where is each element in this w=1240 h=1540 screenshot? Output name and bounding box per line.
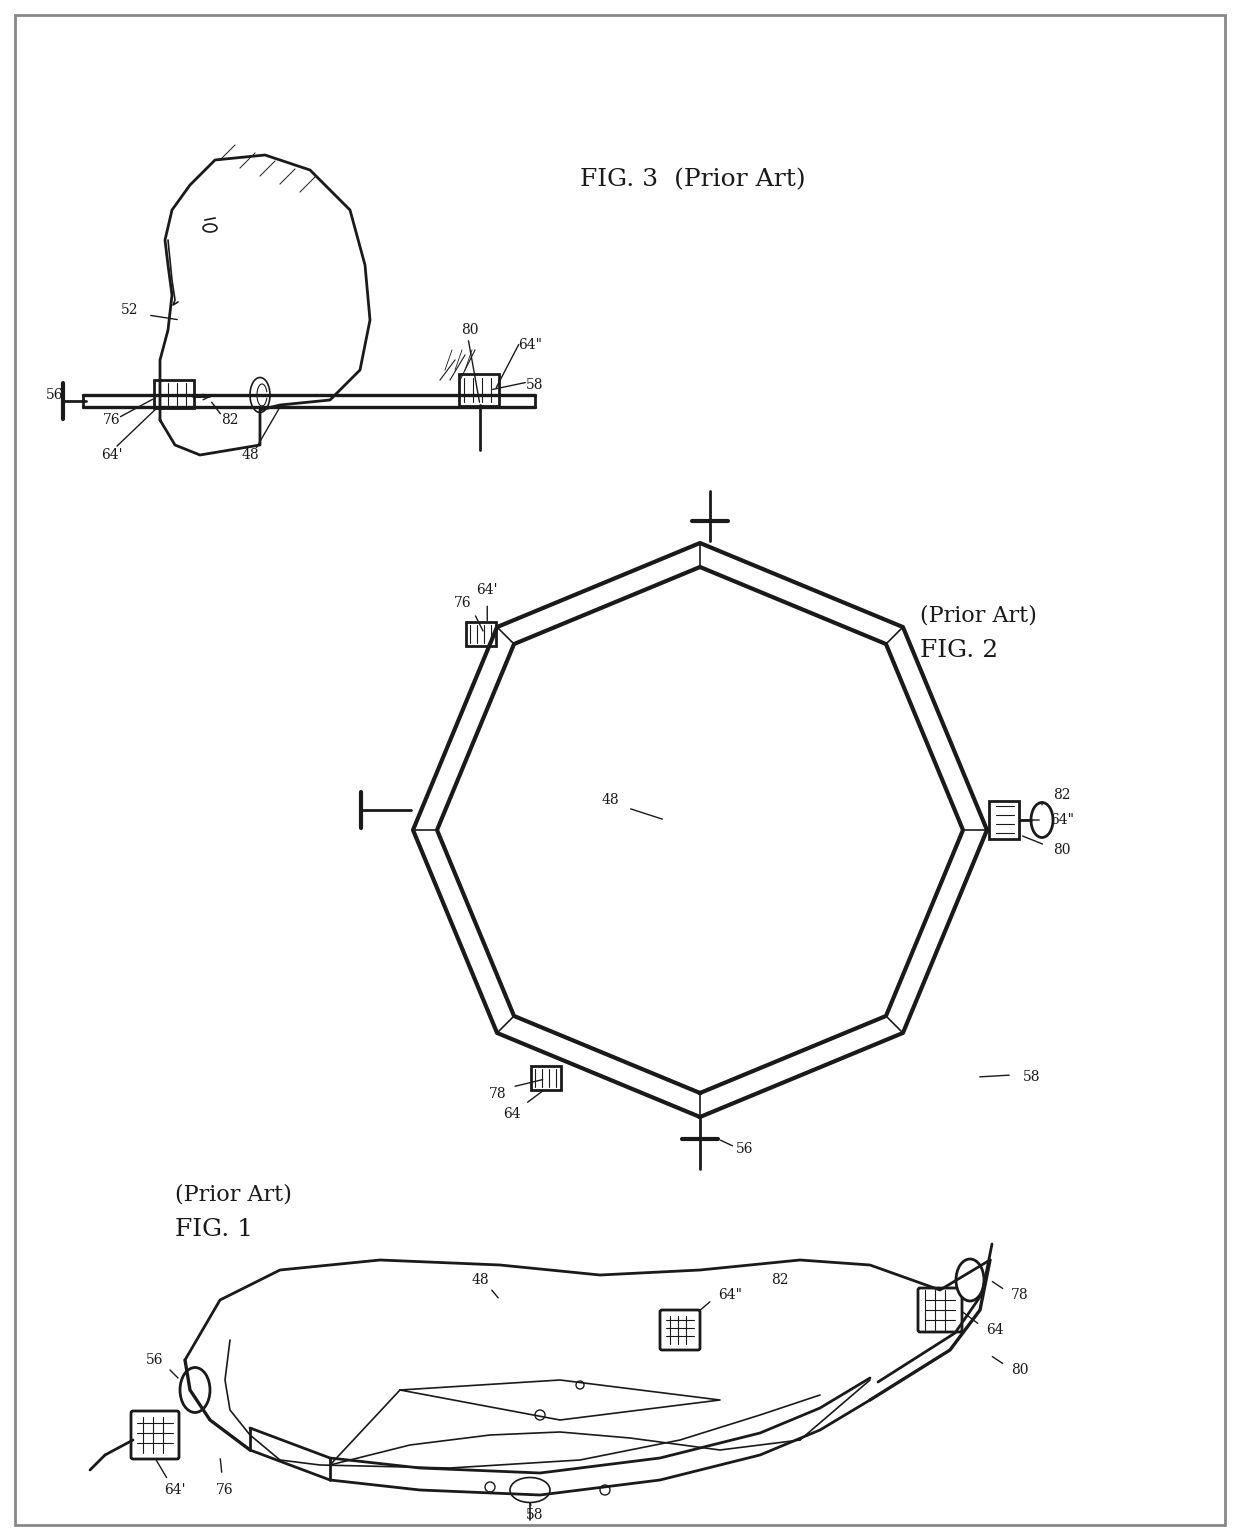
Circle shape: [577, 1381, 584, 1389]
Text: (Prior Art): (Prior Art): [920, 604, 1037, 625]
Circle shape: [485, 1481, 495, 1492]
Text: 82: 82: [1053, 788, 1071, 802]
Text: 58: 58: [1023, 1070, 1040, 1084]
FancyBboxPatch shape: [131, 1411, 179, 1458]
Text: 80: 80: [461, 323, 479, 337]
Text: 64": 64": [1050, 813, 1074, 827]
Text: 56: 56: [46, 388, 63, 402]
Circle shape: [534, 1411, 546, 1420]
Text: FIG. 2: FIG. 2: [920, 639, 998, 662]
Text: 64': 64': [476, 584, 498, 598]
Text: FIG. 1: FIG. 1: [175, 1218, 253, 1241]
Text: 64": 64": [518, 337, 542, 353]
Text: 78: 78: [1011, 1287, 1029, 1301]
Text: 58: 58: [526, 377, 544, 393]
Text: 76: 76: [454, 596, 471, 610]
Text: 56: 56: [146, 1354, 164, 1368]
Ellipse shape: [250, 377, 270, 413]
Ellipse shape: [180, 1368, 210, 1412]
Text: 64': 64': [102, 448, 123, 462]
FancyBboxPatch shape: [154, 380, 193, 408]
Text: 52: 52: [122, 303, 139, 317]
Ellipse shape: [956, 1260, 985, 1301]
Text: 58: 58: [526, 1508, 544, 1522]
Text: (Prior Art): (Prior Art): [175, 1184, 291, 1206]
FancyBboxPatch shape: [990, 801, 1019, 839]
Ellipse shape: [203, 223, 217, 233]
Text: FIG. 3  (Prior Art): FIG. 3 (Prior Art): [580, 168, 806, 191]
Text: 56: 56: [737, 1143, 754, 1157]
FancyBboxPatch shape: [660, 1311, 701, 1351]
Text: 82: 82: [771, 1274, 789, 1287]
FancyBboxPatch shape: [459, 374, 498, 407]
Text: 64: 64: [986, 1323, 1004, 1337]
Ellipse shape: [1030, 802, 1053, 838]
FancyBboxPatch shape: [918, 1287, 962, 1332]
Text: 80: 80: [1053, 842, 1071, 856]
Text: 78: 78: [489, 1087, 506, 1101]
Text: 76: 76: [103, 413, 120, 427]
Text: 64: 64: [503, 1107, 521, 1121]
Text: 48: 48: [242, 448, 259, 462]
Text: 76: 76: [216, 1483, 234, 1497]
FancyBboxPatch shape: [532, 1066, 562, 1090]
Text: 48: 48: [601, 793, 619, 807]
Text: 64": 64": [718, 1287, 742, 1301]
Text: 48: 48: [471, 1274, 489, 1287]
Text: 80: 80: [1012, 1363, 1029, 1377]
Text: 82: 82: [221, 413, 239, 427]
Circle shape: [600, 1485, 610, 1495]
Ellipse shape: [510, 1477, 551, 1503]
Text: 64': 64': [164, 1483, 186, 1497]
FancyBboxPatch shape: [466, 622, 496, 647]
